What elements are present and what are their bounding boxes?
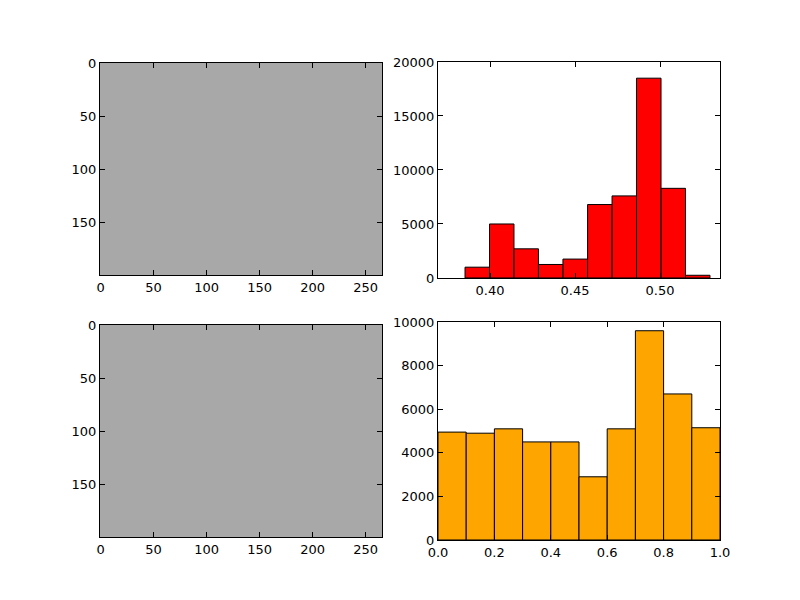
svg-text:4000: 4000 <box>401 445 434 460</box>
svg-text:0.2: 0.2 <box>484 545 505 560</box>
svg-text:0: 0 <box>426 533 434 548</box>
svg-text:150: 150 <box>247 542 272 557</box>
svg-text:150: 150 <box>72 477 97 492</box>
svg-text:100: 100 <box>194 542 219 557</box>
svg-text:0: 0 <box>88 318 96 333</box>
svg-text:0: 0 <box>88 56 96 71</box>
svg-text:0.4: 0.4 <box>540 545 561 560</box>
svg-text:50: 50 <box>145 542 162 557</box>
svg-text:250: 250 <box>353 280 378 295</box>
svg-text:0.45: 0.45 <box>561 283 590 298</box>
svg-text:0: 0 <box>96 280 104 295</box>
svg-text:10000: 10000 <box>393 163 434 178</box>
svg-text:0.8: 0.8 <box>653 545 674 560</box>
svg-text:15000: 15000 <box>393 109 434 124</box>
svg-text:2000: 2000 <box>401 489 434 504</box>
svg-text:1.0: 1.0 <box>710 545 731 560</box>
svg-text:0: 0 <box>96 542 104 557</box>
svg-text:200: 200 <box>300 280 325 295</box>
svg-text:150: 150 <box>72 215 97 230</box>
svg-text:0.40: 0.40 <box>476 283 505 298</box>
svg-text:200: 200 <box>300 542 325 557</box>
svg-text:0.0: 0.0 <box>428 545 449 560</box>
svg-text:10000: 10000 <box>393 315 434 330</box>
svg-text:50: 50 <box>145 280 162 295</box>
svg-text:100: 100 <box>194 280 219 295</box>
svg-text:20000: 20000 <box>393 55 434 70</box>
svg-text:0.6: 0.6 <box>597 545 618 560</box>
svg-text:6000: 6000 <box>401 402 434 417</box>
svg-text:5000: 5000 <box>401 217 434 232</box>
svg-text:150: 150 <box>247 280 272 295</box>
svg-text:250: 250 <box>353 542 378 557</box>
svg-text:50: 50 <box>80 371 97 386</box>
svg-text:0: 0 <box>426 271 434 286</box>
svg-text:8000: 8000 <box>401 358 434 373</box>
svg-text:100: 100 <box>72 424 97 439</box>
svg-text:0.50: 0.50 <box>646 283 675 298</box>
svg-text:50: 50 <box>80 109 97 124</box>
svg-text:100: 100 <box>72 162 97 177</box>
